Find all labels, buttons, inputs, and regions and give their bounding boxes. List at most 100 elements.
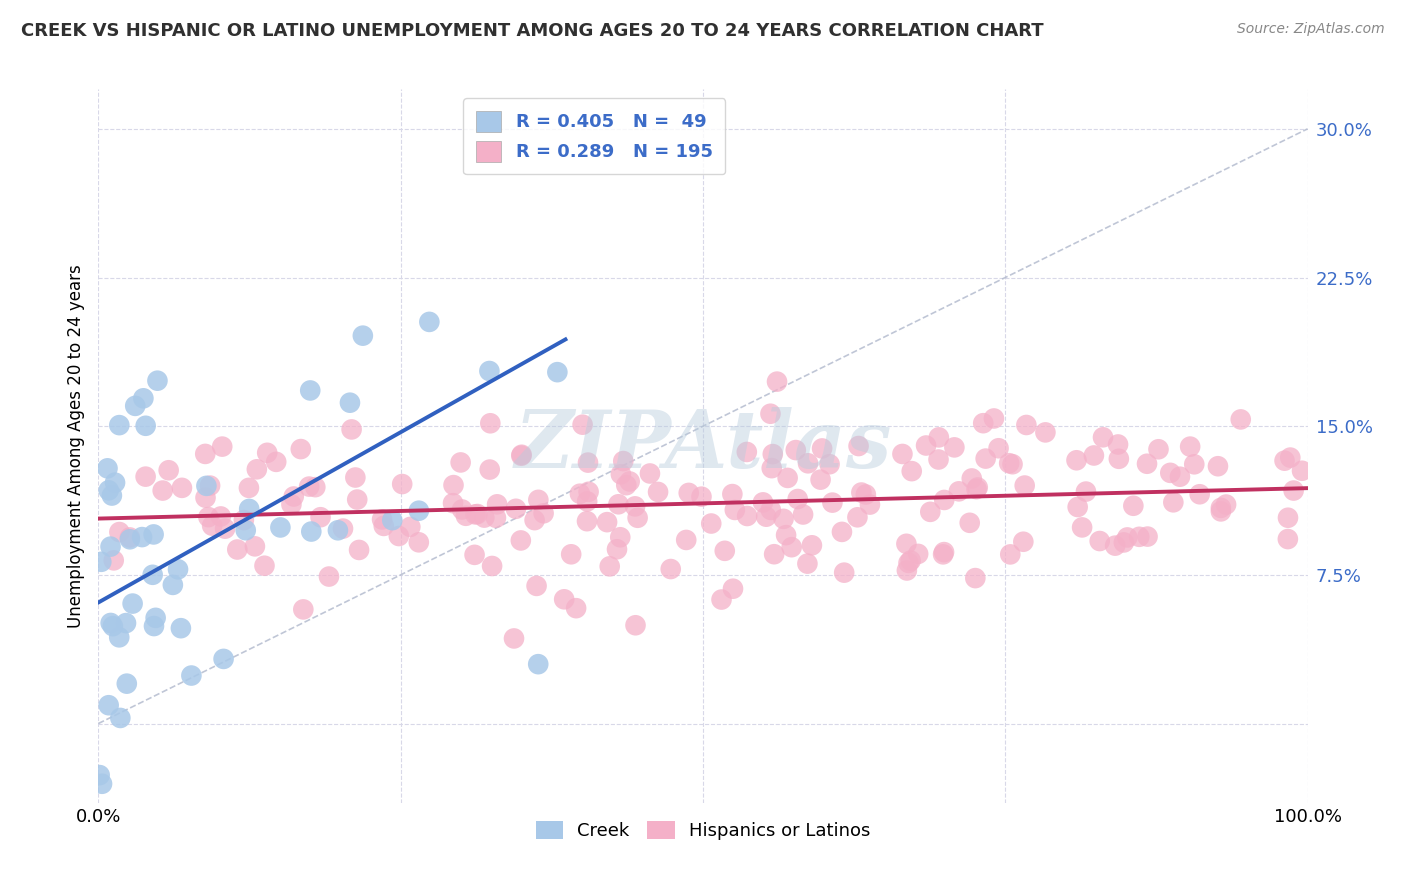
Point [1159, 466, 1181, 480]
Point [212, 652, 235, 666]
Point [710, 592, 733, 607]
Point [1116, 531, 1139, 545]
Point [1215, 498, 1237, 512]
Point [1291, 464, 1313, 478]
Point [759, 503, 782, 517]
Point [142, 527, 165, 541]
Point [201, 518, 224, 533]
Point [624, 618, 647, 632]
Point [974, 451, 997, 466]
Point [647, 484, 669, 499]
Point [132, 392, 155, 406]
Point [243, 539, 266, 553]
Point [208, 873, 231, 888]
Point [472, 510, 495, 524]
Point [987, 442, 1010, 456]
Point [135, 418, 157, 433]
Point [575, 514, 598, 528]
Point [1104, 539, 1126, 553]
Point [90, 555, 112, 569]
Point [283, 490, 305, 504]
Point [101, 619, 124, 633]
Point [108, 524, 131, 539]
Point [766, 375, 789, 389]
Point [467, 507, 489, 521]
Point [568, 486, 591, 500]
Point [1274, 453, 1296, 467]
Y-axis label: Unemployment Among Ages 20 to 24 years: Unemployment Among Ages 20 to 24 years [66, 264, 84, 628]
Point [198, 478, 221, 492]
Point [735, 445, 758, 459]
Point [1188, 487, 1211, 501]
Point [896, 537, 918, 551]
Point [859, 498, 882, 512]
Point [675, 533, 697, 547]
Point [972, 416, 994, 430]
Point [118, 531, 141, 545]
Point [792, 508, 814, 522]
Point [1163, 495, 1185, 509]
Point [755, 509, 778, 524]
Point [614, 478, 637, 492]
Point [772, 512, 794, 526]
Point [344, 470, 367, 484]
Point [346, 492, 368, 507]
Point [91, 777, 114, 791]
Point [523, 513, 546, 527]
Point [626, 510, 648, 524]
Point [1282, 483, 1305, 498]
Point [180, 668, 202, 682]
Point [108, 630, 131, 644]
Point [659, 562, 682, 576]
Point [1083, 449, 1105, 463]
Point [103, 553, 125, 567]
Point [565, 601, 588, 615]
Point [408, 535, 430, 549]
Point [418, 315, 440, 329]
Point [100, 615, 122, 630]
Point [146, 374, 169, 388]
Point [966, 480, 988, 494]
Point [371, 512, 394, 526]
Point [299, 524, 322, 539]
Point [943, 441, 966, 455]
Point [246, 462, 269, 476]
Point [124, 399, 146, 413]
Point [1128, 530, 1150, 544]
Point [607, 497, 630, 511]
Point [290, 442, 312, 456]
Point [928, 430, 950, 444]
Point [796, 557, 818, 571]
Point [170, 621, 193, 635]
Point [700, 516, 723, 531]
Point [960, 471, 983, 485]
Point [690, 490, 713, 504]
Point [391, 477, 413, 491]
Point [546, 365, 568, 379]
Point [110, 711, 132, 725]
Point [485, 510, 508, 524]
Point [761, 461, 783, 475]
Point [965, 571, 987, 585]
Point [928, 452, 950, 467]
Point [934, 492, 956, 507]
Point [713, 544, 735, 558]
Point [143, 619, 166, 633]
Point [1168, 469, 1191, 483]
Point [115, 676, 138, 690]
Point [292, 602, 315, 616]
Point [609, 530, 631, 544]
Point [332, 522, 354, 536]
Point [256, 446, 278, 460]
Point [610, 467, 633, 482]
Point [299, 384, 322, 398]
Point [145, 611, 167, 625]
Text: CREEK VS HISPANIC OR LATINO UNEMPLOYMENT AMONG AGES 20 TO 24 YEARS CORRELATION C: CREEK VS HISPANIC OR LATINO UNEMPLOYMENT… [21, 22, 1043, 40]
Point [1277, 510, 1299, 524]
Point [450, 455, 472, 469]
Point [752, 495, 775, 509]
Point [1277, 532, 1299, 546]
Point [209, 509, 232, 524]
Point [1122, 499, 1144, 513]
Point [505, 501, 527, 516]
